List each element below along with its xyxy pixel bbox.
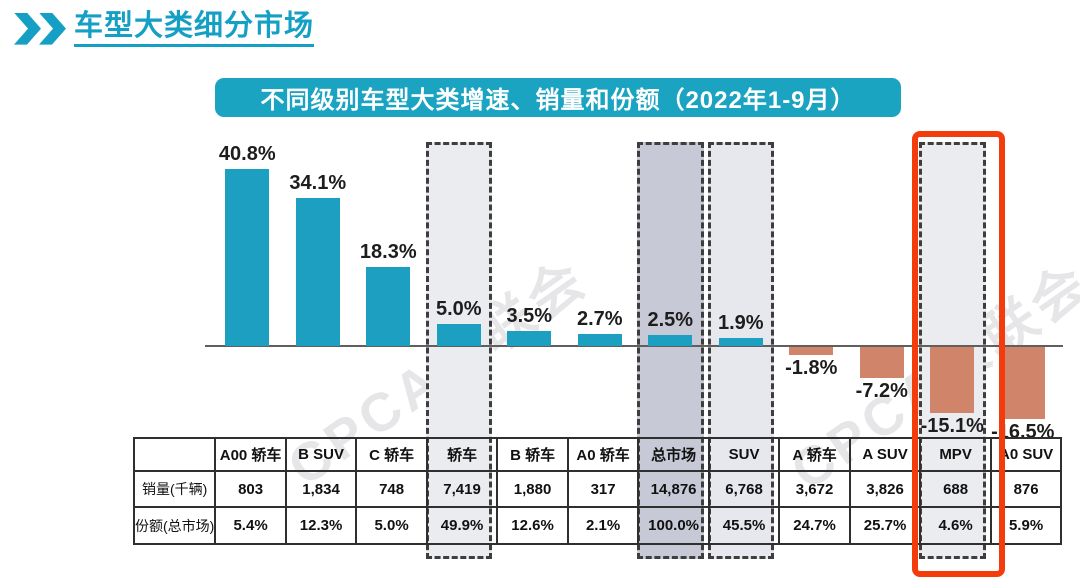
table-cell: 49.9% (425, 506, 499, 545)
bar-B 轿车 (507, 330, 552, 346)
bar-value-label: -15.1% (920, 414, 984, 437)
page-header: 车型大类细分市场 (14, 10, 315, 48)
page-title: 车型大类细分市场 (74, 10, 315, 48)
table-corner-cell (132, 437, 217, 472)
table-cell: 1,880 (496, 470, 569, 508)
bar-总市场 (648, 335, 693, 346)
table-cell: 317 (566, 470, 640, 508)
table-cell: 12.3% (284, 506, 358, 545)
table-cell: 7,419 (425, 470, 499, 508)
bar-MPV (930, 347, 975, 413)
table-cell: 100.0% (637, 506, 710, 545)
zero-axis-line (205, 345, 1063, 347)
chart-title-banner: 不同级别车型大类增速、销量和份额（2022年1-9月） (215, 78, 901, 117)
table-cell: 12.6% (496, 506, 569, 545)
table-cell: 3,826 (848, 470, 922, 508)
table-cell: 3,672 (778, 470, 851, 508)
table-header-cell: SUV (707, 437, 781, 472)
table-cell: 803 (214, 470, 287, 508)
table-cell: 14,876 (637, 470, 710, 508)
table-header-cell: A0 轿车 (566, 437, 640, 472)
table-header-cell: A00 轿车 (214, 437, 287, 472)
chevron-right-icon (39, 12, 66, 45)
table-row-label: 销量(千辆) (132, 470, 217, 508)
bar-value-label: 1.9% (717, 311, 764, 334)
table-header-cell: B SUV (284, 437, 358, 472)
bar-SUV (718, 337, 763, 346)
red-highlight-box (912, 131, 1005, 577)
table-cell: 45.5% (707, 506, 781, 545)
bar-轿车 (436, 324, 481, 346)
table-cell: 688 (919, 470, 992, 508)
table-cell: 2.1% (566, 506, 640, 545)
table-cell: 25.7% (848, 506, 922, 545)
bar-value-label: 5.0% (435, 298, 482, 321)
table-cell: 5.4% (214, 506, 287, 545)
bar-value-label: 34.1% (289, 172, 347, 194)
table-cell: 748 (355, 470, 428, 508)
bar-C 轿车 (366, 266, 411, 346)
bar-value-label: -1.8% (785, 356, 838, 379)
table-cell: 6,768 (707, 470, 781, 508)
table-header-cell: 轿车 (425, 437, 499, 472)
table-header-cell: B 轿车 (496, 437, 569, 472)
table-cell: 4.6% (919, 506, 992, 545)
bar-value-label: -7.2% (855, 380, 908, 403)
bar-B SUV (295, 198, 340, 346)
bar-value-label: 40.8% (218, 142, 276, 165)
summary-table: A00 轿车 B SUV C 轿车 轿车 B 轿车 A0 轿车 总市场 SUV A 轿车 A SU… (132, 437, 1063, 545)
table-row-label: 份额(总市场) (132, 506, 217, 545)
table-header-cell: A SUV (848, 437, 922, 472)
chevron-right-icon (14, 12, 41, 45)
table-row: 份额(总市场) 5.4% 12.3% 5.0% 49.9% 12.6% 2.1% 100.0%… (132, 506, 1063, 545)
table-header-cell: A 轿车 (778, 437, 851, 472)
bar-A SUV (859, 347, 904, 379)
bar-value-label: 3.5% (506, 304, 553, 327)
chart-title: 不同级别车型大类增速、销量和份额（2022年1-9月） (260, 87, 856, 114)
table-row: 销量(千辆) 803 1,834 748 7,419 1,880 317 14,876 6,76… (132, 470, 1063, 508)
table-header-cell: 总市场 (637, 437, 710, 472)
bar-A 轿车 (789, 347, 834, 355)
table-header-cell: C 轿车 (355, 437, 428, 472)
bar-value-label: 2.5% (647, 309, 694, 332)
bar-A00 轿车 (225, 168, 270, 346)
bar-A0 轿车 (577, 334, 622, 346)
table-cell: 1,834 (284, 470, 358, 508)
bar-value-label: 2.7% (576, 308, 623, 331)
table-cell: 5.0% (355, 506, 428, 545)
table-cell: 24.7% (778, 506, 851, 545)
bar-A0 SUV (1000, 347, 1045, 419)
bar-value-label: 18.3% (359, 240, 417, 263)
table-header-cell: MPV (919, 437, 992, 472)
